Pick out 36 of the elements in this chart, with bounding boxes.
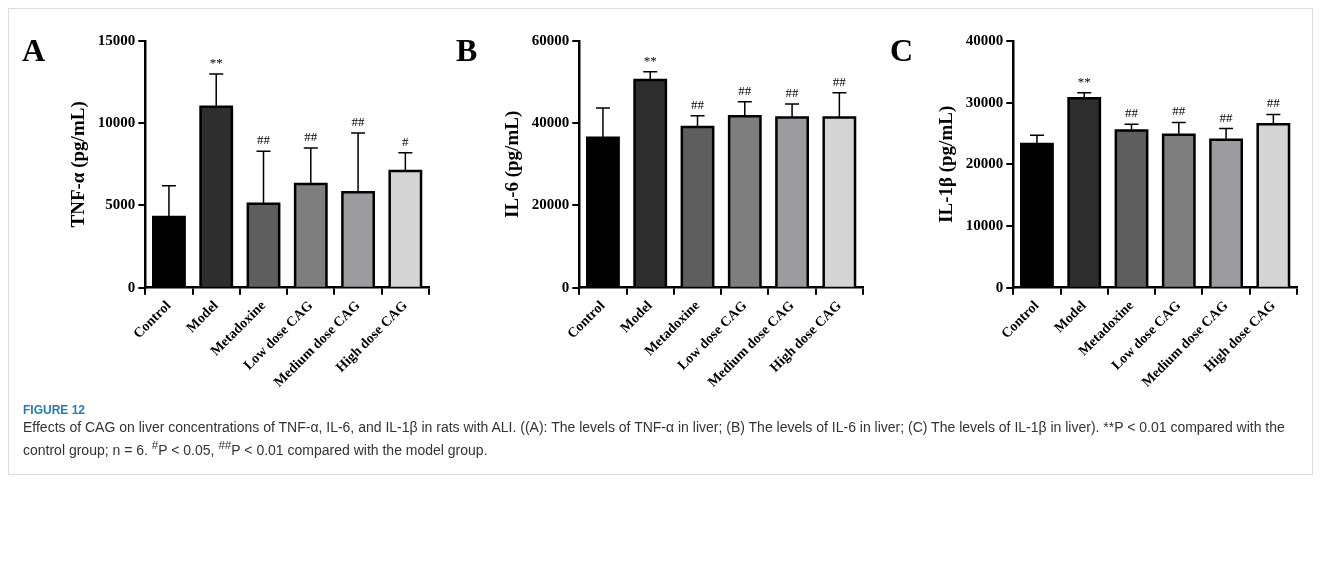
chart-title: A: [21, 32, 45, 69]
annotation: ##: [738, 82, 752, 98]
caption: FIGURE 12: [23, 402, 86, 419]
y-tick-label: 10000: [97, 114, 135, 131]
chart-title: B: [455, 32, 478, 69]
y-axis-title: IL-6 (pg/mL): [501, 110, 524, 218]
annotation: **: [1078, 73, 1092, 89]
y-tick-label: 60000: [531, 31, 570, 48]
y-tick-label: 10000: [966, 216, 1004, 233]
y-tick-label: 20000: [531, 196, 570, 213]
annotation: ##: [832, 73, 847, 89]
y-tick-label: 5000: [104, 196, 135, 213]
annotation: ##: [785, 84, 800, 100]
annotation: ##: [1125, 105, 1139, 121]
y-tick-label: 40000: [531, 114, 570, 131]
annotation: ##: [303, 128, 318, 144]
y-tick-label: 20000: [966, 155, 1004, 172]
annotation: **: [643, 52, 657, 68]
annotation: ##: [690, 96, 705, 112]
chart-title: C: [890, 32, 914, 69]
y-tick-label: 30000: [966, 93, 1004, 110]
y-tick-label: 40000: [966, 31, 1004, 48]
y-tick-label: 0: [561, 278, 570, 295]
annotation: ##: [1219, 109, 1234, 125]
y-axis-title: TNF-α (pg/mL): [66, 101, 89, 228]
annotation: #: [401, 133, 409, 149]
annotation: ##: [1172, 103, 1187, 119]
annotation: ##: [351, 114, 365, 130]
annotation: **: [209, 54, 223, 70]
y-axis-title: IL-1β (pg/mL): [935, 105, 958, 223]
y-tick-label: 15000: [97, 31, 135, 48]
annotation: ##: [1267, 95, 1281, 111]
annotation: ##: [256, 132, 271, 148]
text: Effects of CAG on liver concentrations of TNF-α, IL-6, and IL-1β in rats with ALI. ((A): The levels of TNF-α in liver; (B) The levels of IL-6 in liver; (C) The levels of IL-1β in liver). **P < 0.01 compared with the control group; n = 6. $^{#}$P < 0.05, $^{##}$P < 0.01 compared with the model group.: [23, 418, 1286, 460]
y-tick-label: 0: [127, 278, 135, 295]
y-tick-label: 0: [996, 278, 1004, 295]
